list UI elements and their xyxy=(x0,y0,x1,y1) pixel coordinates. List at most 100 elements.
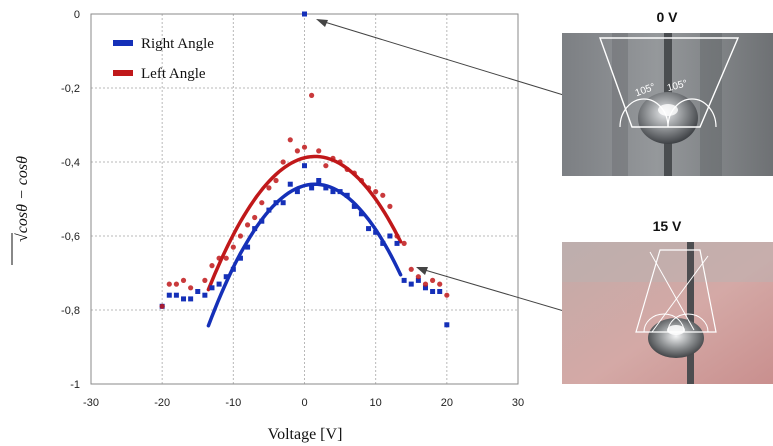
legend-label-right-angle: Right Angle xyxy=(141,36,214,52)
data-point-right-angle xyxy=(387,234,392,239)
y-axis-ticks: 0 -0,2 -0,4 -0,6 -0,8 -1 xyxy=(61,9,80,391)
annotation-arrows xyxy=(316,19,574,314)
data-point-right-angle xyxy=(266,208,271,213)
data-point-right-angle xyxy=(366,226,371,231)
legend-swatch-left-angle xyxy=(113,70,133,76)
fit-curves xyxy=(208,157,400,326)
data-point-right-angle xyxy=(174,293,179,298)
y-axis-title: √cosθ − cosθ xyxy=(12,156,31,265)
svg-text:√cosθ − cosθ: √cosθ − cosθ xyxy=(14,156,31,242)
data-point-left-angle xyxy=(430,278,435,283)
x-tick-label: -20 xyxy=(154,397,170,409)
data-point-left-angle xyxy=(409,267,414,272)
x-tick-label: 10 xyxy=(370,397,382,409)
data-point-right-angle xyxy=(181,296,186,301)
data-point-left-angle xyxy=(394,233,399,238)
data-point-right-angle xyxy=(352,204,357,209)
data-point-left-angle xyxy=(217,256,222,261)
y-axis-title-rest: − cosθ xyxy=(14,156,31,204)
legend-label-left-angle: Left Angle xyxy=(141,66,206,82)
data-point-left-angle xyxy=(245,222,250,227)
data-point-left-angle xyxy=(188,285,193,290)
data-point-right-angle xyxy=(202,293,207,298)
data-point-right-angle xyxy=(345,193,350,198)
x-axis-title: Voltage [V] xyxy=(268,426,343,443)
x-axis-ticks: -30 -20 -10 0 10 20 30 xyxy=(83,397,524,409)
data-point-left-angle xyxy=(416,274,421,279)
data-point-left-angle xyxy=(224,256,229,261)
data-point-right-angle xyxy=(209,285,214,290)
x-tick-label: 0 xyxy=(301,397,307,409)
data-point-right-angle xyxy=(409,282,414,287)
data-point-left-angle xyxy=(373,189,378,194)
data-point-right-angle xyxy=(373,230,378,235)
data-point-right-angle xyxy=(274,200,279,205)
data-point-left-angle xyxy=(209,263,214,268)
data-point-right-angle xyxy=(231,267,236,272)
data-point-right-angle xyxy=(430,289,435,294)
data-point-left-angle xyxy=(288,137,293,142)
data-point-right-angle xyxy=(224,274,229,279)
data-point-right-angle xyxy=(323,185,328,190)
data-point-left-angle xyxy=(174,282,179,287)
data-point-right-angle xyxy=(288,182,293,187)
photo-title-15v: 15 V xyxy=(653,218,682,234)
data-point-right-angle xyxy=(167,293,172,298)
y-axis-title-sqrt: √ xyxy=(14,233,31,242)
data-point-right-angle xyxy=(380,241,385,246)
data-point-left-angle xyxy=(238,233,243,238)
y-tick-label: -0,8 xyxy=(61,305,80,317)
data-point-right-angle xyxy=(281,200,286,205)
droplet-15v xyxy=(648,318,704,358)
data-point-right-angle xyxy=(316,178,321,183)
data-point-left-angle xyxy=(252,215,257,220)
data-point-left-angle xyxy=(345,167,350,172)
data-point-right-angle xyxy=(252,226,257,231)
x-tick-label: -10 xyxy=(225,397,241,409)
data-point-left-angle xyxy=(273,178,278,183)
y-tick-label: -0,4 xyxy=(61,157,80,169)
data-point-right-angle xyxy=(395,241,400,246)
data-point-right-angle xyxy=(295,189,300,194)
data-point-left-angle xyxy=(380,193,385,198)
y-tick-label: -0,6 xyxy=(61,231,80,243)
data-point-left-angle xyxy=(444,293,449,298)
data-point-left-angle xyxy=(330,156,335,161)
data-point-left-angle xyxy=(167,282,172,287)
data-point-right-angle xyxy=(188,296,193,301)
y-tick-label: -1 xyxy=(70,379,80,391)
legend: Right Angle Left Angle xyxy=(113,36,214,82)
data-point-left-angle xyxy=(359,178,364,183)
data-point-left-angle xyxy=(266,185,271,190)
photo-title-0v: 0 V xyxy=(656,9,678,25)
arrow-head-0v xyxy=(316,19,328,27)
data-point-right-angle xyxy=(302,12,307,17)
data-point-left-angle xyxy=(259,200,264,205)
data-point-left-angle xyxy=(316,148,321,153)
data-point-left-angle xyxy=(402,241,407,246)
data-point-left-angle xyxy=(181,278,186,283)
data-point-right-angle xyxy=(402,278,407,283)
data-point-right-angle xyxy=(444,322,449,327)
legend-swatch-right-angle xyxy=(113,40,133,46)
data-point-left-angle xyxy=(231,245,236,250)
y-tick-label: 0 xyxy=(74,9,80,21)
data-point-left-angle xyxy=(323,163,328,168)
data-point-left-angle xyxy=(423,282,428,287)
data-point-right-angle xyxy=(238,256,243,261)
data-point-right-angle xyxy=(302,163,307,168)
photo-15v xyxy=(562,242,773,384)
data-point-left-angle xyxy=(160,304,165,309)
data-point-right-angle xyxy=(330,189,335,194)
y-axis-title-radicand: cosθ xyxy=(14,204,31,233)
data-point-left-angle xyxy=(437,282,442,287)
data-point-right-angle xyxy=(245,245,250,250)
data-point-right-angle xyxy=(217,282,222,287)
data-point-left-angle xyxy=(281,159,286,164)
data-point-left-angle xyxy=(387,204,392,209)
data-point-left-angle xyxy=(352,171,357,176)
data-point-right-angle xyxy=(359,211,364,216)
data-point-right-angle xyxy=(437,289,442,294)
y-tick-label: -0,2 xyxy=(61,83,80,95)
